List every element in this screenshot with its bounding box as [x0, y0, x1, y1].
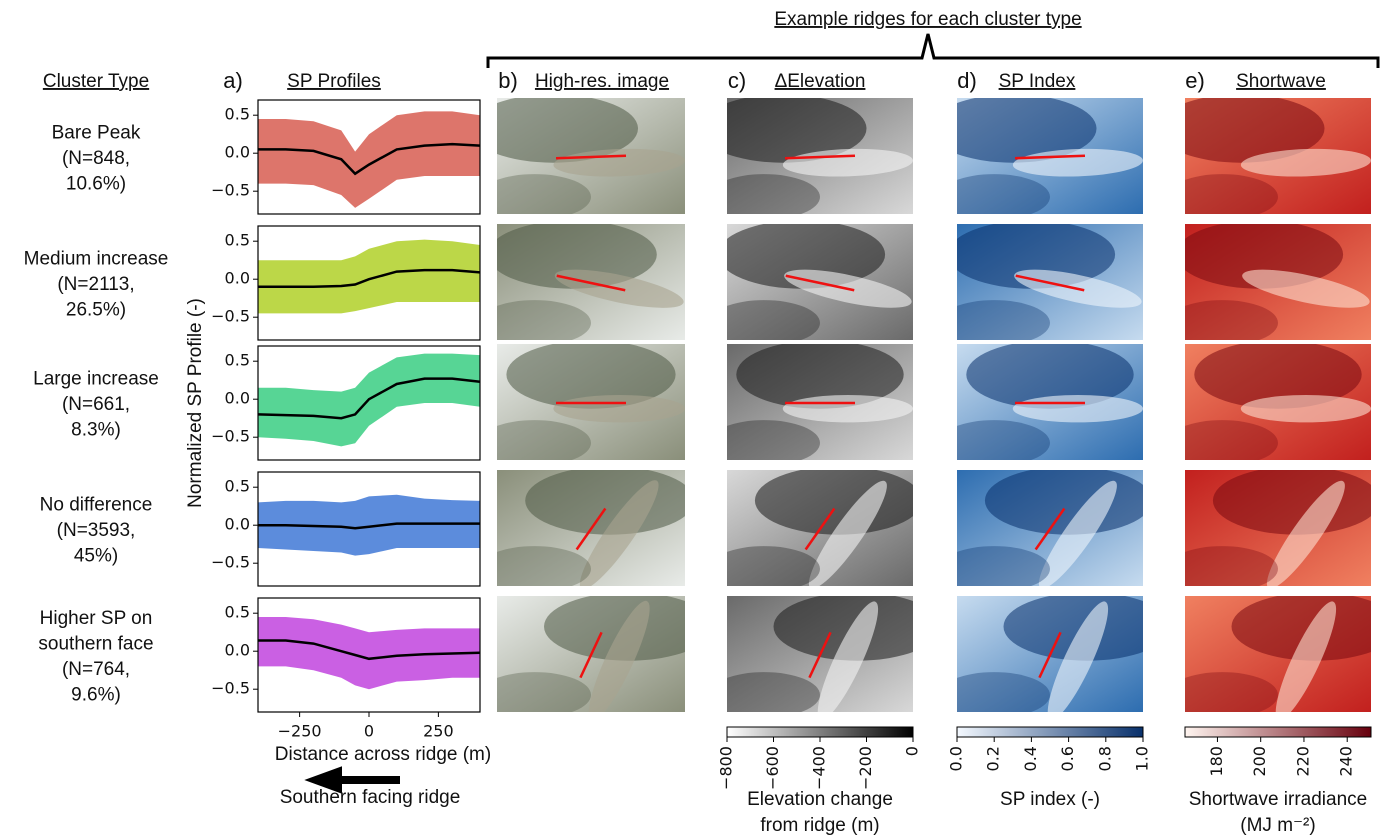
- ridge-image: [1166, 340, 1371, 465]
- colorbar-label: Shortwave irradiance: [1189, 789, 1367, 810]
- ridge-image: [1166, 220, 1372, 345]
- colorbar-tick-label: 220: [1293, 746, 1312, 777]
- figure-title: Example ridges for each cluster type: [774, 9, 1081, 30]
- colorbar-tick-label: 0: [903, 746, 922, 756]
- ridge-image: [1157, 94, 1371, 219]
- x-axis-label: Distance across ridge (m): [275, 744, 491, 765]
- ridge-image: [478, 592, 713, 726]
- colorbar: [1185, 727, 1371, 737]
- y-tick-label: 0.5: [225, 105, 250, 124]
- cluster-label: (N=764,: [62, 659, 130, 680]
- arrow-label: Southern facing ridge: [280, 787, 461, 808]
- panel-letter: c): [728, 68, 746, 93]
- y-tick-label: −0.5: [211, 553, 250, 572]
- y-tick-label: 0.0: [225, 389, 250, 408]
- panel-title: SP Index: [999, 71, 1076, 92]
- ridge-image: [708, 220, 914, 345]
- ridge-image: [478, 466, 694, 596]
- y-tick-label: 0.5: [225, 351, 250, 370]
- y-tick-label: 0.0: [225, 641, 250, 660]
- panel-title: ΔElevation: [775, 71, 866, 92]
- y-tick-label: −0.5: [211, 427, 250, 446]
- ridge-image: [708, 466, 922, 596]
- cluster-label: 9.6%): [71, 684, 121, 705]
- y-axis-label: Normalized SP Profile (-): [185, 298, 206, 508]
- colorbar-tick-label: −200: [856, 746, 875, 790]
- cluster-label: southern face: [38, 633, 153, 654]
- ridge-image: [469, 94, 686, 219]
- y-tick-label: 0.5: [225, 603, 250, 622]
- cluster-label: No difference: [40, 495, 153, 516]
- ridge-image: [1166, 592, 1386, 725]
- brace: [488, 34, 1378, 68]
- cluster-label: Large increase: [33, 369, 159, 390]
- colorbar-tick-label: 0.0: [947, 746, 966, 771]
- ridge-image: [938, 592, 1170, 725]
- y-tick-label: 0.0: [225, 269, 250, 288]
- cluster-label: (N=2113,: [57, 274, 134, 295]
- colorbar-tick-label: 180: [1207, 746, 1226, 777]
- ridge-image: [708, 592, 941, 725]
- colorbar-label: SP index (-): [1000, 789, 1100, 810]
- colorbar-tick-label: 200: [1250, 746, 1269, 777]
- colorbar: [957, 727, 1143, 737]
- ridge-image: [478, 340, 685, 465]
- ridge-image: [699, 94, 913, 219]
- y-tick-label: −0.5: [211, 307, 250, 326]
- colorbar-label: from ridge (m): [760, 815, 879, 836]
- cluster-label: 45%): [74, 546, 118, 567]
- x-tick-label: −250: [278, 722, 322, 741]
- panel-title: High-res. image: [535, 71, 669, 92]
- colorbar-tick-label: 1.0: [1133, 746, 1152, 771]
- panel-letter: e): [1185, 68, 1205, 93]
- spread-band: [258, 240, 480, 314]
- cluster-label: 8.3%): [71, 420, 121, 441]
- colorbar-tick-label: 0.4: [1021, 746, 1040, 771]
- panel-title: SP Profiles: [287, 71, 381, 92]
- ridge-image: [938, 466, 1152, 596]
- panel-letter: a): [223, 68, 243, 93]
- cluster-label: (N=848,: [62, 148, 130, 169]
- colorbar-tick-label: −400: [810, 746, 829, 790]
- cluster-label: 26.5%): [66, 300, 126, 321]
- panel-title: Shortwave: [1236, 71, 1326, 92]
- cluster-label: Bare Peak: [52, 123, 141, 144]
- colorbar-label: (MJ m⁻²): [1240, 815, 1315, 836]
- ridge-image: [938, 220, 1144, 345]
- y-tick-label: 0.0: [225, 143, 250, 162]
- x-tick-label: 0: [364, 722, 374, 741]
- cluster-label: Higher SP on: [40, 608, 153, 629]
- direction-arrow: [316, 772, 400, 788]
- cluster-label: (N=661,: [62, 394, 130, 415]
- ridge-image: [708, 340, 913, 465]
- colorbar: [727, 727, 913, 737]
- y-tick-label: −0.5: [211, 181, 250, 200]
- ridge-image: [478, 220, 686, 345]
- colorbar-tick-label: −800: [717, 746, 736, 790]
- ridge-image: [929, 94, 1143, 219]
- colorbar-label: Elevation change: [747, 789, 893, 810]
- colorbar-tick-label: −600: [763, 746, 782, 790]
- row-header: Cluster Type: [43, 71, 149, 92]
- colorbar-tick-label: 0.8: [1095, 746, 1114, 771]
- cluster-label: (N=3593,: [57, 520, 136, 541]
- cluster-label: Medium increase: [24, 249, 169, 270]
- colorbar-tick-label: 0.2: [984, 746, 1003, 771]
- y-tick-label: 0.0: [225, 515, 250, 534]
- panel-letter: d): [957, 68, 977, 93]
- y-tick-label: −0.5: [211, 679, 250, 698]
- ridge-image: [1166, 466, 1380, 596]
- y-tick-label: 0.5: [225, 231, 250, 250]
- ridge-image: [938, 340, 1143, 465]
- colorbar-tick-label: 0.6: [1058, 746, 1077, 771]
- x-tick-label: 250: [423, 722, 454, 741]
- cluster-label: 10.6%): [66, 174, 126, 195]
- panel-letter: b): [498, 68, 518, 93]
- colorbar-tick-label: 240: [1337, 746, 1356, 777]
- figure: Example ridges for each cluster type Clu…: [0, 0, 1386, 839]
- spread-band: [258, 111, 480, 208]
- y-tick-label: 0.5: [225, 477, 250, 496]
